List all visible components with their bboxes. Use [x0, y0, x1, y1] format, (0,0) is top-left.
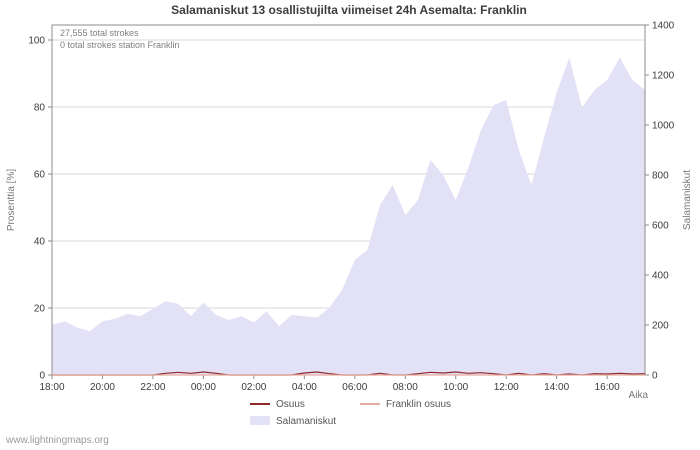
legend: Osuus Franklin osuus Salamaniskut — [250, 399, 451, 427]
x-axis-tick-label: 06:00 — [342, 382, 367, 393]
right-axis-tick-label: 0 — [652, 371, 658, 382]
right-axis-tick-label: 600 — [652, 221, 669, 232]
tick-layer: 020406080100020040060080010001200140018:… — [28, 21, 674, 394]
legend-osuus-label: Osuus — [276, 399, 305, 410]
x-axis-tick-label: 00:00 — [191, 382, 216, 393]
watermark: www.lightningmaps.org — [5, 435, 109, 446]
line-layer — [52, 371, 646, 376]
right-axis-tick-label: 200 — [652, 321, 669, 332]
legend-franklin-label: Franklin osuus — [386, 399, 451, 410]
left-axis-tick-label: 40 — [34, 237, 46, 248]
x-axis-tick-label: 08:00 — [393, 382, 418, 393]
x-axis-tick-label: 18:00 — [39, 382, 64, 393]
annotation-station-strokes: 0 total strokes station Franklin — [60, 40, 180, 50]
annotation-total-strokes: 27,555 total strokes — [60, 28, 139, 38]
area-salamaniskut — [52, 57, 645, 375]
left-axis-tick-label: 100 — [28, 36, 45, 47]
x-axis-tick-label: 02:00 — [241, 382, 266, 393]
left-axis-tick-label: 20 — [34, 304, 46, 315]
x-axis-tick-label: 16:00 — [595, 382, 620, 393]
left-axis-tick-label: 80 — [34, 103, 46, 114]
x-axis-tick-label: 22:00 — [140, 382, 165, 393]
right-axis-tick-label: 1000 — [652, 121, 675, 132]
chart-title: Salamaniskut 13 osallistujilta viimeiset… — [171, 3, 527, 17]
y-axis-right-title: Salamaniskut — [682, 170, 693, 230]
legend-salamaniskut-label: Salamaniskut — [276, 416, 336, 427]
right-axis-tick-label: 1400 — [652, 21, 675, 32]
right-axis-tick-label: 800 — [652, 171, 669, 182]
x-axis-tick-label: 20:00 — [90, 382, 115, 393]
left-axis-tick-label: 0 — [39, 371, 45, 382]
x-axis-tick-label: 10:00 — [443, 382, 468, 393]
x-axis-tick-label: 12:00 — [494, 382, 519, 393]
legend-salamaniskut-swatch — [250, 416, 270, 425]
x-axis-title: Aika — [629, 390, 649, 401]
area-layer — [52, 57, 645, 375]
left-axis-tick-label: 60 — [34, 170, 46, 181]
x-axis-tick-label: 14:00 — [544, 382, 569, 393]
x-axis-tick-label: 04:00 — [292, 382, 317, 393]
right-axis-tick-label: 400 — [652, 271, 669, 282]
y-axis-left-title: Prosenttia [%] — [6, 169, 17, 231]
right-axis-tick-label: 1200 — [652, 71, 675, 82]
